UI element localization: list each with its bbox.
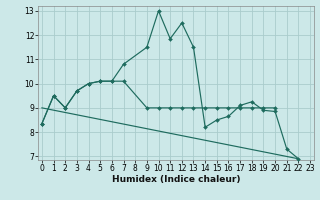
X-axis label: Humidex (Indice chaleur): Humidex (Indice chaleur) — [112, 175, 240, 184]
